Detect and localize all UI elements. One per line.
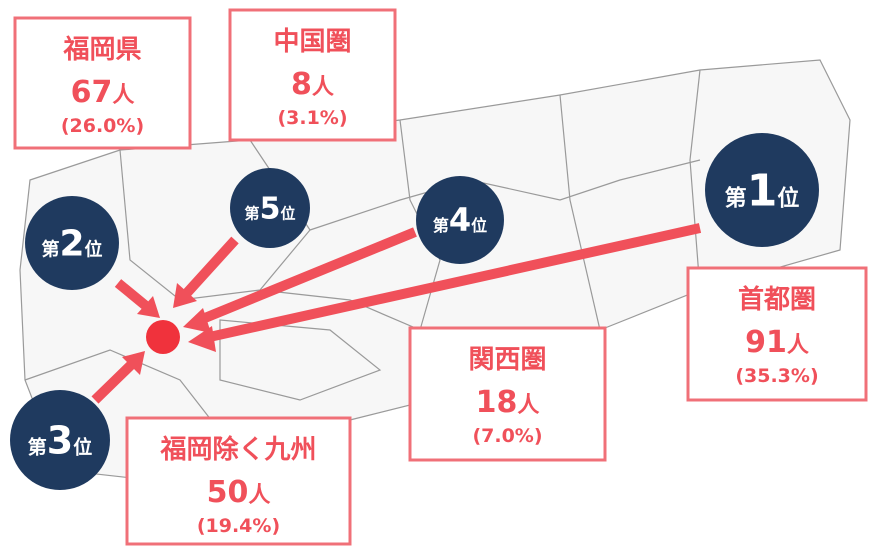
arrows bbox=[91, 223, 702, 404]
region-box bbox=[125, 416, 352, 546]
region-count: 91人 bbox=[745, 325, 809, 360]
rank-number: 1 bbox=[747, 165, 778, 216]
rank-badge bbox=[230, 168, 310, 248]
count-number: 18 bbox=[476, 385, 518, 420]
rank-badge bbox=[705, 133, 819, 247]
rank-label: 第4位 bbox=[433, 201, 487, 239]
region-name: 中国圏 bbox=[273, 27, 351, 57]
rank-suffix: 位 bbox=[280, 205, 295, 223]
count-unit: 人 bbox=[787, 333, 809, 358]
region-box bbox=[686, 266, 868, 402]
region-count: 8人 bbox=[291, 67, 334, 102]
rank-number: 3 bbox=[47, 418, 73, 462]
rank-suffix: 位 bbox=[777, 185, 799, 211]
rank-suffix: 位 bbox=[85, 239, 103, 261]
region-share: (19.4%) bbox=[197, 515, 280, 537]
count-number: 67 bbox=[71, 75, 113, 110]
region-name: 関西圏 bbox=[468, 345, 546, 375]
rank-suffix: 位 bbox=[471, 216, 487, 235]
rank-prefix: 第 bbox=[28, 435, 47, 458]
region-share: (26.0%) bbox=[61, 115, 144, 137]
region-share: (35.3%) bbox=[735, 365, 818, 387]
region-box bbox=[408, 326, 607, 462]
region-name: 福岡県 bbox=[62, 35, 141, 65]
rank-prefix: 第 bbox=[725, 185, 747, 211]
rank-badge bbox=[10, 390, 110, 490]
region-box bbox=[228, 8, 397, 142]
region-box bbox=[13, 16, 192, 150]
count-unit: 人 bbox=[248, 483, 270, 508]
rank-label: 第1位 bbox=[725, 165, 800, 216]
rank-badge bbox=[25, 196, 119, 290]
count-number: 50 bbox=[207, 475, 249, 510]
count-unit: 人 bbox=[517, 393, 539, 418]
region-count: 18人 bbox=[476, 385, 540, 420]
rank-label: 第5位 bbox=[245, 192, 296, 227]
region-share: (7.0%) bbox=[472, 425, 542, 447]
region-share: (3.1%) bbox=[277, 107, 347, 129]
rank-label: 第3位 bbox=[28, 418, 92, 462]
rank-suffix: 位 bbox=[73, 435, 92, 458]
region-name: 福岡除く九州 bbox=[159, 434, 316, 465]
rank-number: 2 bbox=[59, 224, 84, 265]
fukuoka-marker bbox=[146, 320, 180, 354]
rank-badge bbox=[416, 176, 504, 264]
count-unit: 人 bbox=[112, 83, 134, 108]
count-number: 8 bbox=[291, 67, 312, 102]
count-unit: 人 bbox=[312, 75, 334, 100]
region-count: 67人 bbox=[71, 75, 135, 110]
region-name: 首都圏 bbox=[738, 284, 816, 315]
rank-number: 5 bbox=[260, 192, 281, 227]
rank-prefix: 第 bbox=[245, 205, 260, 223]
rank-label: 第2位 bbox=[41, 224, 102, 265]
rank-prefix: 第 bbox=[433, 216, 449, 235]
count-number: 91 bbox=[745, 325, 787, 360]
rank-number: 4 bbox=[449, 201, 471, 239]
rank-prefix: 第 bbox=[41, 239, 59, 261]
region-count: 50人 bbox=[207, 475, 271, 510]
